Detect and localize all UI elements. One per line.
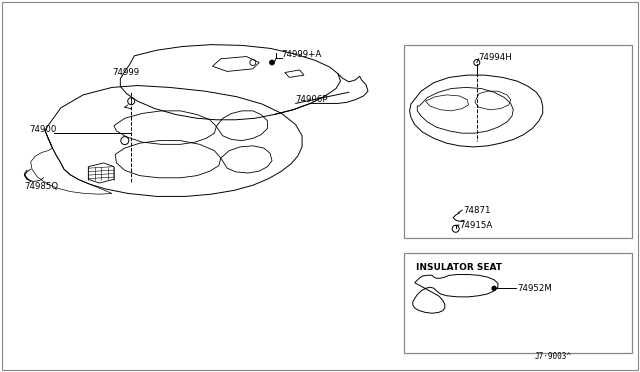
Text: 74999: 74999 (112, 68, 139, 77)
Circle shape (269, 60, 275, 65)
Text: 74900: 74900 (29, 125, 56, 134)
Text: 74994H: 74994H (479, 53, 513, 62)
Text: J7·9003^: J7·9003^ (534, 352, 572, 361)
Bar (404, 45, 632, 238)
Circle shape (492, 286, 496, 290)
Text: 74906P: 74906P (296, 95, 328, 104)
Text: INSULATOR SEAT: INSULATOR SEAT (416, 263, 502, 272)
Text: 74999+A: 74999+A (282, 49, 322, 58)
Text: 74871: 74871 (463, 206, 491, 215)
Bar (404, 253, 632, 353)
Text: 74985Q: 74985Q (24, 182, 58, 191)
Text: 74952M: 74952M (517, 284, 552, 293)
Text: 74915A: 74915A (460, 221, 493, 230)
